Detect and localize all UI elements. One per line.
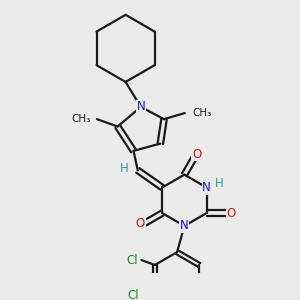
Text: CH₃: CH₃ bbox=[72, 114, 91, 124]
Text: O: O bbox=[192, 148, 201, 160]
Text: H: H bbox=[120, 162, 129, 175]
Text: O: O bbox=[136, 217, 145, 230]
Text: H: H bbox=[214, 177, 223, 190]
Text: N: N bbox=[180, 219, 189, 232]
Text: Cl: Cl bbox=[128, 289, 139, 300]
Text: N: N bbox=[136, 100, 145, 113]
Text: CH₃: CH₃ bbox=[192, 108, 212, 118]
Text: O: O bbox=[226, 207, 236, 220]
Text: Cl: Cl bbox=[127, 254, 138, 267]
Text: N: N bbox=[202, 181, 211, 194]
